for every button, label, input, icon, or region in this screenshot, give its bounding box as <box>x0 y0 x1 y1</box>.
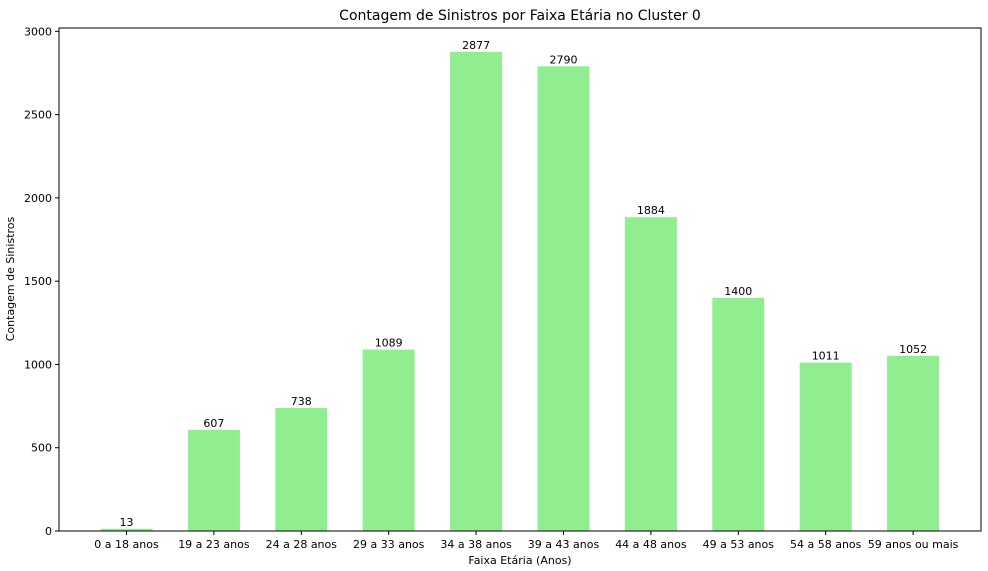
data-label-7: 1884 <box>637 204 665 217</box>
bar-8 <box>712 297 765 531</box>
data-label-4: 1089 <box>375 337 403 350</box>
bar-3 <box>275 408 328 531</box>
bar-1 <box>100 528 153 531</box>
x-tick-label-2: 19 a 23 anos <box>178 538 250 551</box>
x-axis-label: Faixa Etária (Anos) <box>468 554 571 567</box>
x-tick-label-4: 29 a 33 anos <box>353 538 425 551</box>
x-tick-label-10: 59 anos ou mais <box>868 538 959 551</box>
x-tick-label-8: 49 a 53 anos <box>703 538 775 551</box>
data-label-1: 13 <box>120 516 134 529</box>
bar-2 <box>187 429 240 531</box>
data-label-5: 2877 <box>462 39 490 52</box>
y-tick-label-7: 3000 <box>24 25 52 38</box>
bar-9 <box>799 362 852 531</box>
bar-7 <box>624 217 677 531</box>
data-label-2: 607 <box>203 417 224 430</box>
y-tick-label-5: 2000 <box>24 192 52 205</box>
x-tick-label-6: 39 a 43 anos <box>528 538 600 551</box>
data-label-10: 1052 <box>899 343 927 356</box>
y-tick-label-2: 500 <box>31 442 52 455</box>
x-tick-label-9: 54 a 58 anos <box>790 538 862 551</box>
data-label-8: 1400 <box>724 285 752 298</box>
y-axis: 0 500 1000 1500 2000 2500 3000 <box>24 25 59 538</box>
plot-frame <box>58 27 982 532</box>
chart-title: Contagem de Sinistros por Faixa Etária n… <box>339 8 701 24</box>
x-tick-label-5: 34 a 38 anos <box>440 538 512 551</box>
bar-10 <box>887 355 940 531</box>
data-labels-group: 13 607 738 1089 2877 2790 1884 1400 1011 1052 <box>120 39 928 529</box>
data-label-9: 1011 <box>812 350 840 363</box>
bar-6 <box>537 66 590 531</box>
y-tick-label-3: 1000 <box>24 358 52 371</box>
x-tick-label-1: 0 a 18 anos <box>94 538 159 551</box>
y-tick-label-4: 1500 <box>24 275 52 288</box>
bar-5 <box>450 51 503 531</box>
data-label-3: 738 <box>291 395 312 408</box>
x-tick-label-3: 24 a 28 anos <box>266 538 338 551</box>
data-label-6: 2790 <box>550 53 578 66</box>
x-axis: 0 a 18 anos 19 a 23 anos 24 a 28 anos 29 a … <box>94 531 959 551</box>
y-tick-label-6: 2500 <box>24 109 52 122</box>
y-axis-label: Contagem de Sinistros <box>4 216 17 341</box>
bars-group <box>100 51 940 531</box>
y-tick-label-1: 0 <box>45 525 52 538</box>
x-tick-label-7: 44 a 48 anos <box>615 538 687 551</box>
bar-4 <box>362 349 415 531</box>
